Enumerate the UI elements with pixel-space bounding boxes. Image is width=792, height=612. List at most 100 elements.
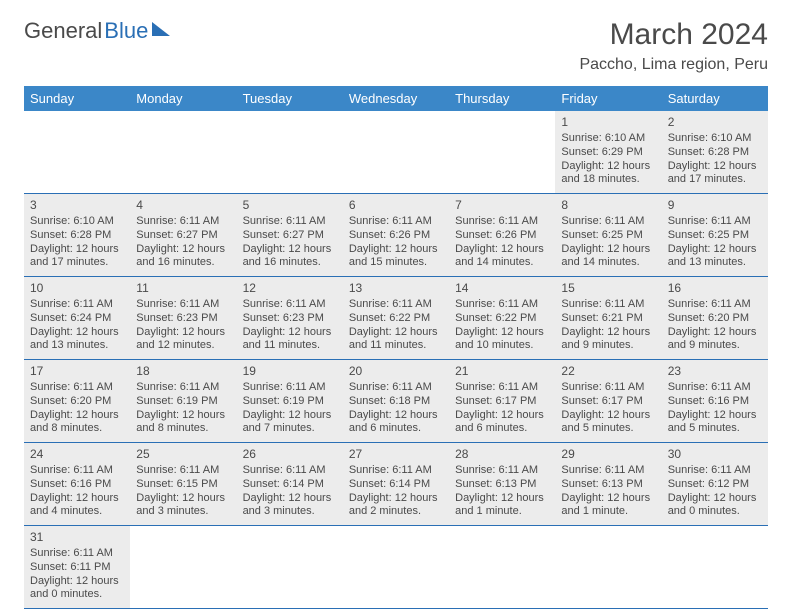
sunset-text: Sunset: 6:12 PM (668, 478, 762, 492)
day-number: 13 (349, 281, 443, 296)
daylight-text: and 11 minutes. (349, 339, 443, 353)
daylight-text: Daylight: 12 hours (243, 492, 337, 506)
daylight-text: and 14 minutes. (561, 256, 655, 270)
day-number: 4 (136, 198, 230, 213)
daylight-text: Daylight: 12 hours (243, 409, 337, 423)
calendar-cell: 3Sunrise: 6:10 AMSunset: 6:28 PMDaylight… (24, 194, 130, 277)
calendar-cell: 23Sunrise: 6:11 AMSunset: 6:16 PMDayligh… (662, 360, 768, 443)
daylight-text: and 16 minutes. (243, 256, 337, 270)
daylight-text: and 8 minutes. (136, 422, 230, 436)
daylight-text: Daylight: 12 hours (668, 326, 762, 340)
calendar-cell: 21Sunrise: 6:11 AMSunset: 6:17 PMDayligh… (449, 360, 555, 443)
sunrise-text: Sunrise: 6:11 AM (243, 215, 337, 229)
sunrise-text: Sunrise: 6:11 AM (455, 381, 549, 395)
day-number: 12 (243, 281, 337, 296)
calendar-cell: 11Sunrise: 6:11 AMSunset: 6:23 PMDayligh… (130, 277, 236, 360)
day-number: 7 (455, 198, 549, 213)
brand-logo: General Blue (24, 18, 170, 44)
day-number: 16 (668, 281, 762, 296)
sunset-text: Sunset: 6:19 PM (243, 395, 337, 409)
sunset-text: Sunset: 6:23 PM (243, 312, 337, 326)
sunrise-text: Sunrise: 6:11 AM (455, 464, 549, 478)
calendar-cell (130, 111, 236, 194)
calendar-cell: 25Sunrise: 6:11 AMSunset: 6:15 PMDayligh… (130, 443, 236, 526)
sunrise-text: Sunrise: 6:11 AM (349, 215, 443, 229)
day-header: Saturday (662, 86, 768, 111)
daylight-text: Daylight: 12 hours (243, 243, 337, 257)
daylight-text: and 18 minutes. (561, 173, 655, 187)
brand-general: General (24, 18, 102, 44)
day-number: 27 (349, 447, 443, 462)
day-number: 30 (668, 447, 762, 462)
sunset-text: Sunset: 6:22 PM (349, 312, 443, 326)
daylight-text: and 10 minutes. (455, 339, 549, 353)
daylight-text: and 5 minutes. (668, 422, 762, 436)
calendar-cell: 1Sunrise: 6:10 AMSunset: 6:29 PMDaylight… (555, 111, 661, 194)
daylight-text: Daylight: 12 hours (668, 160, 762, 174)
sunset-text: Sunset: 6:20 PM (668, 312, 762, 326)
sunset-text: Sunset: 6:14 PM (243, 478, 337, 492)
sunrise-text: Sunrise: 6:11 AM (30, 298, 124, 312)
daylight-text: and 11 minutes. (243, 339, 337, 353)
daylight-text: Daylight: 12 hours (561, 160, 655, 174)
sunrise-text: Sunrise: 6:11 AM (455, 215, 549, 229)
sunset-text: Sunset: 6:28 PM (668, 146, 762, 160)
sunset-text: Sunset: 6:14 PM (349, 478, 443, 492)
daylight-text: Daylight: 12 hours (668, 492, 762, 506)
title-block: March 2024 Paccho, Lima region, Peru (579, 18, 768, 74)
daylight-text: Daylight: 12 hours (668, 243, 762, 257)
sunrise-text: Sunrise: 6:11 AM (30, 547, 124, 561)
sunrise-text: Sunrise: 6:11 AM (30, 464, 124, 478)
daylight-text: Daylight: 12 hours (30, 492, 124, 506)
daylight-text: Daylight: 12 hours (455, 326, 549, 340)
sunrise-text: Sunrise: 6:11 AM (668, 381, 762, 395)
calendar-cell: 12Sunrise: 6:11 AMSunset: 6:23 PMDayligh… (237, 277, 343, 360)
calendar-cell: 6Sunrise: 6:11 AMSunset: 6:26 PMDaylight… (343, 194, 449, 277)
sunset-text: Sunset: 6:13 PM (561, 478, 655, 492)
daylight-text: and 1 minute. (455, 505, 549, 519)
daylight-text: Daylight: 12 hours (561, 243, 655, 257)
daylight-text: Daylight: 12 hours (455, 409, 549, 423)
day-number: 2 (668, 115, 762, 130)
calendar-week: 17Sunrise: 6:11 AMSunset: 6:20 PMDayligh… (24, 360, 768, 443)
brand-blue: Blue (104, 18, 148, 44)
page-subtitle: Paccho, Lima region, Peru (579, 56, 768, 74)
sunrise-text: Sunrise: 6:10 AM (561, 132, 655, 146)
day-number: 10 (30, 281, 124, 296)
daylight-text: Daylight: 12 hours (349, 409, 443, 423)
daylight-text: and 3 minutes. (243, 505, 337, 519)
daylight-text: and 1 minute. (561, 505, 655, 519)
day-number: 1 (561, 115, 655, 130)
daylight-text: Daylight: 12 hours (455, 492, 549, 506)
sunrise-text: Sunrise: 6:11 AM (30, 381, 124, 395)
sunrise-text: Sunrise: 6:11 AM (243, 298, 337, 312)
sunset-text: Sunset: 6:23 PM (136, 312, 230, 326)
day-number: 26 (243, 447, 337, 462)
calendar-cell (237, 526, 343, 609)
sunrise-text: Sunrise: 6:11 AM (668, 298, 762, 312)
daylight-text: Daylight: 12 hours (136, 492, 230, 506)
sunset-text: Sunset: 6:26 PM (349, 229, 443, 243)
day-number: 22 (561, 364, 655, 379)
daylight-text: and 15 minutes. (349, 256, 443, 270)
daylight-text: Daylight: 12 hours (136, 409, 230, 423)
day-number: 9 (668, 198, 762, 213)
sunset-text: Sunset: 6:17 PM (455, 395, 549, 409)
daylight-text: Daylight: 12 hours (561, 492, 655, 506)
sunrise-text: Sunrise: 6:11 AM (668, 215, 762, 229)
calendar-cell (662, 526, 768, 609)
sunrise-text: Sunrise: 6:11 AM (561, 298, 655, 312)
day-number: 18 (136, 364, 230, 379)
day-header: Sunday (24, 86, 130, 111)
daylight-text: and 2 minutes. (349, 505, 443, 519)
sunrise-text: Sunrise: 6:11 AM (136, 215, 230, 229)
page-header: General Blue March 2024 Paccho, Lima reg… (24, 18, 768, 74)
daylight-text: and 16 minutes. (136, 256, 230, 270)
calendar-cell: 8Sunrise: 6:11 AMSunset: 6:25 PMDaylight… (555, 194, 661, 277)
day-number: 14 (455, 281, 549, 296)
calendar-cell (449, 111, 555, 194)
sunset-text: Sunset: 6:25 PM (561, 229, 655, 243)
calendar-week: 24Sunrise: 6:11 AMSunset: 6:16 PMDayligh… (24, 443, 768, 526)
sunset-text: Sunset: 6:21 PM (561, 312, 655, 326)
sail-icon (152, 22, 170, 36)
